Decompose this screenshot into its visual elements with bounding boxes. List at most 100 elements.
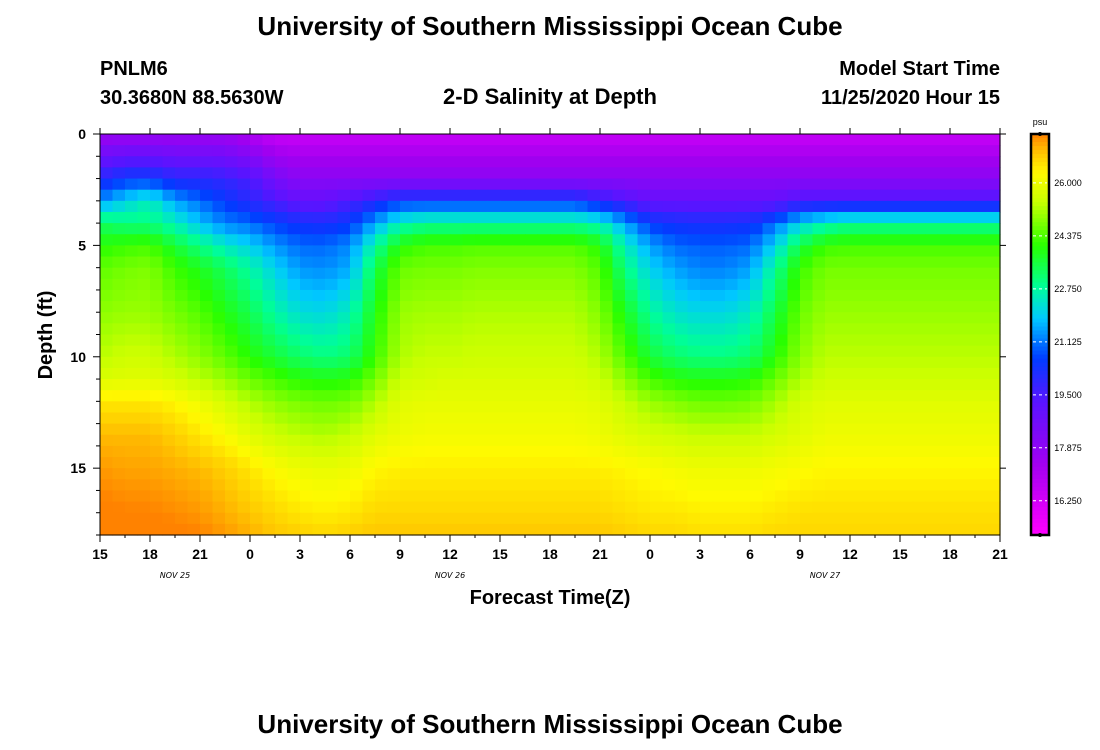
heatmap-cell (125, 234, 139, 246)
heatmap-cell (862, 523, 876, 536)
heatmap-cell (950, 189, 964, 202)
heatmap-cell (325, 189, 339, 202)
heatmap-cell (525, 345, 539, 358)
heatmap-cell (850, 345, 864, 358)
heatmap-cell (825, 312, 839, 324)
heatmap-cell (325, 367, 339, 380)
heatmap-cell (162, 156, 176, 169)
heatmap-cell (437, 501, 451, 514)
heatmap-cell (562, 457, 576, 469)
heatmap-cell (650, 145, 664, 157)
heatmap-cell (525, 457, 539, 469)
heatmap-cell (825, 145, 839, 157)
heatmap-cell (362, 211, 376, 224)
heatmap-cell (337, 245, 351, 258)
heatmap-cell (475, 390, 489, 402)
colorbar-segment (1031, 450, 1049, 456)
heatmap-cell (950, 211, 964, 224)
x-tick-label: 18 (542, 546, 558, 562)
heatmap-cell (775, 245, 789, 258)
heatmap-cell (162, 445, 176, 458)
heatmap-cell (737, 367, 751, 380)
heatmap-cell (987, 379, 1001, 391)
colorbar-segment (1031, 434, 1049, 440)
heatmap-cell (862, 189, 876, 202)
heatmap-cell (287, 134, 301, 146)
heatmap-cell (575, 401, 589, 414)
heatmap-cell (187, 468, 201, 480)
heatmap-cell (275, 223, 289, 235)
heatmap-cell (125, 178, 139, 191)
heatmap-cell (950, 367, 964, 380)
heatmap-cell (525, 301, 539, 313)
heatmap-cell (525, 156, 539, 169)
heatmap-cell (587, 512, 601, 525)
heatmap-cell (362, 345, 376, 358)
heatmap-cell (737, 468, 751, 480)
heatmap-cell (787, 223, 801, 235)
heatmap-cell (587, 301, 601, 313)
heatmap-cell (675, 156, 689, 169)
heatmap-cell (512, 167, 526, 180)
heatmap-cell (250, 468, 264, 480)
heatmap-cell (612, 278, 626, 291)
heatmap-cell (812, 301, 826, 313)
heatmap-cell (687, 289, 701, 302)
colorbar-segment (1031, 322, 1049, 328)
heatmap-cell (312, 234, 326, 246)
heatmap-cell (687, 256, 701, 269)
heatmap-cell (337, 145, 351, 157)
heatmap-cell (950, 178, 964, 191)
heatmap-cell (700, 468, 714, 480)
heatmap-cell (525, 501, 539, 514)
heatmap-cell (975, 423, 989, 436)
heatmap-cell (750, 468, 764, 480)
heatmap-cell (225, 167, 239, 180)
heatmap-cell (250, 189, 264, 202)
heatmap-cell (200, 278, 214, 291)
heatmap-cell (825, 457, 839, 469)
heatmap-cell (825, 401, 839, 414)
heatmap-cell (737, 234, 751, 246)
heatmap-cell (412, 167, 426, 180)
heatmap-cell (287, 189, 301, 202)
heatmap-cell (612, 234, 626, 246)
heatmap-cell (712, 479, 726, 492)
heatmap-cell (987, 523, 1001, 536)
colorbar-segment (1031, 230, 1049, 235)
heatmap-cell (375, 200, 389, 213)
heatmap-cell (525, 289, 539, 302)
heatmap-cell (650, 289, 664, 302)
heatmap-cell (950, 301, 964, 313)
heatmap-cell (400, 479, 414, 492)
heatmap-cell (275, 468, 289, 480)
heatmap-cell (100, 256, 114, 269)
colorbar-unit: psu (1033, 117, 1048, 127)
heatmap-cell (937, 356, 951, 369)
heatmap-cell (137, 367, 151, 380)
heatmap-cell (700, 267, 714, 280)
heatmap-cell (950, 134, 964, 146)
heatmap-cell (837, 390, 851, 402)
colorbar-segment (1031, 282, 1049, 287)
heatmap-cell (662, 512, 676, 525)
heatmap-cell (337, 200, 351, 213)
heatmap-cell (837, 323, 851, 336)
heatmap-cell (975, 457, 989, 469)
heatmap-cell (137, 289, 151, 302)
heatmap-cell (125, 390, 139, 402)
heatmap-cell (212, 445, 226, 458)
heatmap-cell (800, 234, 814, 246)
heatmap-cell (275, 301, 289, 313)
colorbar-segment (1031, 194, 1049, 199)
heatmap-cell (475, 523, 489, 536)
heatmap-cell (225, 401, 239, 414)
heatmap-cell (900, 457, 914, 469)
heatmap-cell (837, 423, 851, 436)
heatmap-cell (625, 434, 639, 447)
heatmap-cell (562, 156, 576, 169)
heatmap-cell (525, 312, 539, 324)
heatmap-cell (350, 457, 364, 469)
heatmap-cell (862, 434, 876, 447)
heatmap-cell (525, 356, 539, 369)
